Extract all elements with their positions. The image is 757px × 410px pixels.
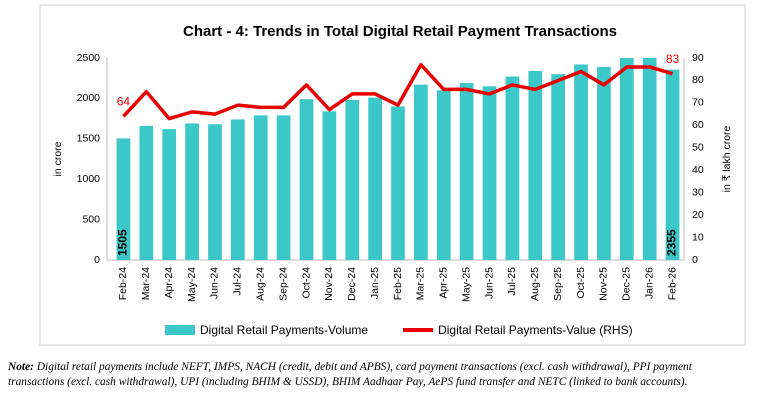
- x-tick-label: Aug-25: [529, 267, 541, 301]
- bar: [551, 74, 566, 260]
- line-value-label: 64: [117, 95, 131, 109]
- bar: [482, 86, 497, 260]
- chart-title: Chart - 4: Trends in Total Digital Retai…: [183, 23, 617, 40]
- x-tick-label: Nov-25: [598, 267, 610, 301]
- bar: [162, 129, 177, 260]
- x-tick-label: Jan-25: [369, 267, 381, 299]
- y-tick-label: 2500: [77, 52, 101, 64]
- x-tick-label: Jul-24: [232, 267, 244, 296]
- x-tick-label: Nov-24: [323, 267, 335, 301]
- y2-tick-label: 30: [692, 186, 704, 198]
- bar: [574, 64, 588, 261]
- line-value-label: 83: [666, 52, 680, 66]
- x-tick-label: Dec-24: [346, 267, 358, 301]
- bar: [185, 123, 199, 260]
- bar: [253, 115, 268, 260]
- bar: [505, 76, 520, 260]
- bar: [299, 99, 314, 260]
- x-tick-label: Apr-24: [163, 267, 175, 299]
- x-tick-label: Apr-25: [438, 267, 450, 299]
- legend-label: Digital Retail Payments-Value (RHS): [438, 323, 633, 337]
- y2-tick-label: 60: [692, 119, 704, 131]
- bar: [208, 124, 222, 260]
- x-tick-label: Jun-25: [483, 267, 495, 299]
- bar-value-label: 1505: [116, 229, 130, 256]
- y2-tick-label: 40: [692, 164, 704, 176]
- y-tick-label: 2000: [77, 92, 101, 104]
- y2-axis-label: in ₹ lakh crore: [721, 125, 733, 192]
- x-tick-label: Sep-24: [277, 267, 289, 301]
- bar: [391, 106, 405, 260]
- bar: [276, 115, 291, 260]
- x-tick-label: Aug-24: [255, 267, 267, 301]
- y2-tick-label: 70: [692, 97, 704, 109]
- y-tick-label: 0: [94, 254, 100, 266]
- x-tick-label: Oct-25: [575, 267, 587, 299]
- y2-tick-label: 50: [692, 142, 704, 154]
- y2-tick-label: 90: [692, 52, 704, 64]
- x-tick-label: Oct-24: [300, 267, 312, 299]
- legend-swatch: [165, 325, 195, 335]
- y-axis-label: in crore: [52, 141, 64, 176]
- bar: [597, 66, 611, 260]
- bar: [642, 58, 657, 260]
- bar: [368, 97, 382, 260]
- note-text: Digital retail payments include NEFT, IM…: [8, 361, 692, 388]
- note-label: Note:: [8, 361, 34, 373]
- x-tick-label: Dec-25: [621, 267, 633, 301]
- x-tick-label: May-24: [186, 267, 198, 302]
- x-tick-label: May-25: [460, 267, 472, 302]
- x-tick-label: Feb-26: [666, 267, 678, 300]
- bar: [665, 69, 680, 260]
- y-tick-label: 500: [82, 213, 100, 225]
- bar: [619, 58, 634, 260]
- bar: [139, 125, 154, 260]
- y2-tick-label: 0: [692, 254, 698, 266]
- x-tick-label: Jun-24: [209, 267, 221, 299]
- note: Note: Digital retail payments include NE…: [8, 360, 750, 390]
- y2-tick-label: 10: [692, 231, 704, 243]
- x-tick-label: Jan-26: [643, 267, 655, 299]
- y2-tick-label: 80: [692, 74, 704, 86]
- y-tick-label: 1000: [77, 173, 101, 185]
- x-tick-label: Jul-25: [506, 267, 518, 296]
- x-tick-label: Feb-25: [392, 267, 404, 300]
- bar: [414, 84, 428, 260]
- x-tick-label: Mar-24: [140, 267, 152, 300]
- bar: [116, 138, 131, 260]
- line: [122, 62, 674, 121]
- bar: [436, 90, 451, 260]
- chart: Chart - 4: Trends in Total Digital Retai…: [39, 4, 746, 346]
- bar: [230, 119, 245, 261]
- bar: [322, 111, 337, 260]
- bar-value-label: 2355: [665, 229, 679, 256]
- y2-tick-label: 20: [692, 209, 704, 221]
- bar: [528, 70, 543, 260]
- bar: [345, 100, 360, 261]
- y-tick-label: 1500: [77, 133, 101, 145]
- x-tick-label: Sep-25: [552, 267, 564, 301]
- legend-label: Digital Retail Payments-Volume: [200, 323, 368, 337]
- x-tick-label: Mar-25: [415, 267, 427, 300]
- x-tick-label: Feb-24: [117, 267, 129, 300]
- bar: [459, 83, 474, 260]
